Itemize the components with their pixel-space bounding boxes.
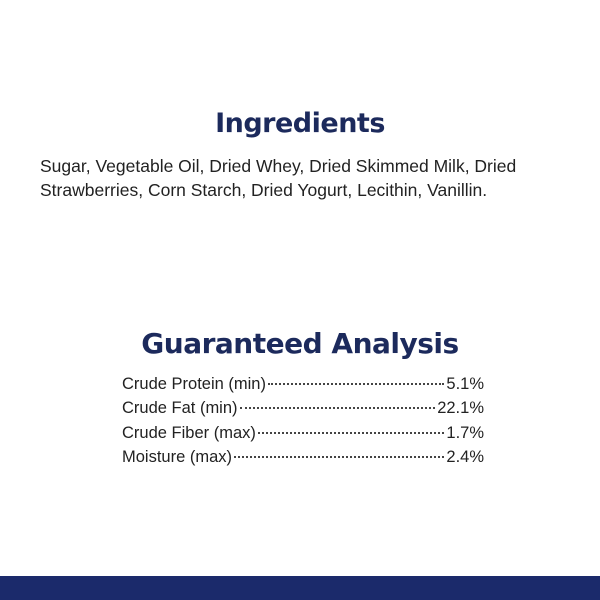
ingredients-text: Sugar, Vegetable Oil, Dried Whey, Dried … — [40, 154, 516, 202]
dot-leader — [267, 383, 445, 385]
dot-leader — [239, 407, 436, 410]
nutrient-value: 5.1% — [446, 375, 484, 393]
nutrient-name: Crude Protein (min) — [122, 375, 266, 393]
dot-leader — [234, 455, 445, 458]
ingredients-line: Strawberries, Corn Starch, Dried Yogurt,… — [40, 180, 488, 200]
nutrient-name: Crude Fiber (max) — [122, 423, 256, 442]
analysis-row: Crude Protein (min) 5.1% — [122, 375, 484, 399]
nutrient-value: 1.7% — [446, 423, 484, 442]
analysis-row: Crude Fat (min) 22.1% — [122, 399, 484, 423]
footer-band — [0, 576, 600, 600]
analysis-table: Crude Protein (min) 5.1% Crude Fat (min) 22… — [122, 375, 484, 472]
analysis-title: Guaranteed Analysis — [141, 327, 459, 360]
nutrient-value: 22.1% — [437, 399, 484, 418]
analysis-row: Moisture (max) 2.4% — [122, 448, 484, 472]
nutrient-name: Crude Fat (min) — [122, 399, 238, 418]
analysis-row: Crude Fiber (max) 1.7% — [122, 424, 484, 448]
nutrient-value: 2.4% — [446, 447, 484, 466]
ingredients-title: Ingredients — [215, 108, 385, 139]
nutrient-name: Moisture (max) — [122, 447, 233, 466]
ingredients-line: Sugar, Vegetable Oil, Dried Whey, Dried … — [40, 156, 517, 176]
dot-leader — [257, 431, 445, 434]
